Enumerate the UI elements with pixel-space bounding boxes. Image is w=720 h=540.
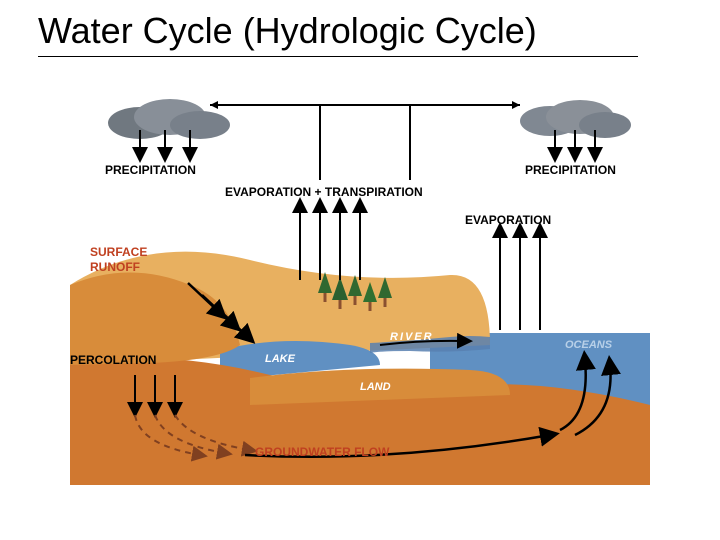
- label-evap-trans: EVAPORATION + TRANSPIRATION: [225, 185, 423, 199]
- label-precip-right: PRECIPITATION: [525, 163, 616, 177]
- page-title: Water Cycle (Hydrologic Cycle): [38, 10, 638, 57]
- label-lake: LAKE: [265, 353, 295, 365]
- label-runoff-1: SURFACE: [90, 245, 147, 259]
- label-precip-left: PRECIPITATION: [105, 163, 196, 177]
- evap-arrows: [500, 230, 540, 330]
- label-runoff-2: RUNOFF: [90, 260, 140, 274]
- label-groundwater: GROUNDWATER FLOW: [255, 445, 389, 459]
- evap-trans-arrows: [300, 205, 360, 280]
- water-cycle-diagram: PRECIPITATION PRECIPITATION EVAPORATION …: [70, 85, 650, 485]
- label-evaporation: EVAPORATION: [465, 213, 551, 227]
- label-river: RIVER: [390, 331, 434, 343]
- label-percolation: PERCOLATION: [70, 353, 156, 367]
- label-land: LAND: [360, 381, 391, 393]
- label-oceans: OCEANS: [565, 339, 612, 351]
